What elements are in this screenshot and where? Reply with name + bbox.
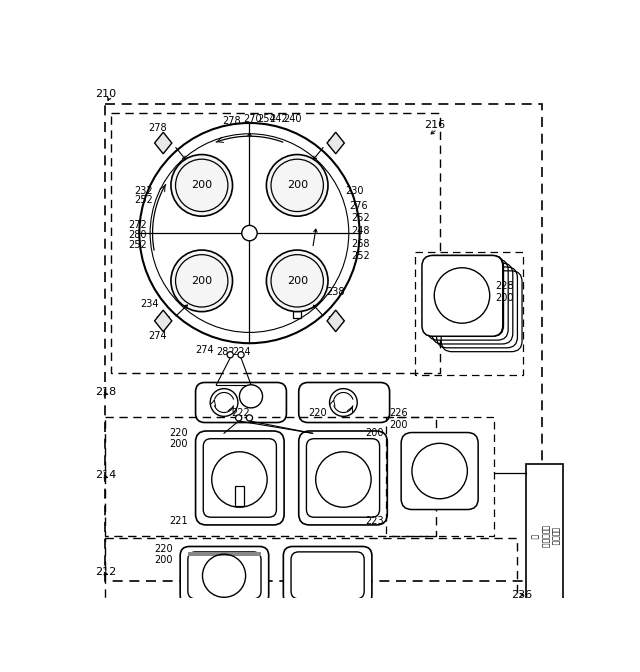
Text: 240: 240 [284, 114, 302, 124]
FancyBboxPatch shape [284, 546, 372, 604]
Polygon shape [526, 464, 563, 609]
Text: 274: 274 [148, 331, 166, 341]
Circle shape [238, 351, 244, 358]
Text: 284: 284 [156, 317, 171, 325]
Text: 224: 224 [232, 347, 251, 358]
FancyBboxPatch shape [291, 552, 364, 599]
Text: 270: 270 [243, 114, 262, 124]
Text: 200: 200 [170, 439, 188, 449]
Text: 200: 200 [365, 428, 383, 438]
Text: 200: 200 [191, 276, 212, 286]
Text: 200: 200 [287, 276, 308, 286]
FancyBboxPatch shape [188, 552, 261, 599]
Text: 228: 228 [495, 281, 514, 291]
Text: 220: 220 [308, 409, 326, 418]
Text: 268: 268 [351, 239, 370, 249]
Text: 218: 218 [95, 388, 116, 398]
Text: 272: 272 [128, 220, 147, 230]
Text: 280: 280 [128, 230, 147, 240]
Text: x: x [246, 228, 253, 238]
Text: 220: 220 [169, 428, 188, 438]
FancyBboxPatch shape [401, 433, 478, 509]
Text: 236: 236 [511, 590, 532, 600]
FancyBboxPatch shape [196, 431, 284, 525]
Text: 210: 210 [95, 89, 116, 99]
Text: 220: 220 [154, 544, 172, 554]
Text: 276: 276 [349, 201, 368, 211]
Text: 278: 278 [148, 122, 166, 132]
Text: 284: 284 [328, 138, 344, 148]
Polygon shape [327, 310, 344, 332]
FancyBboxPatch shape [204, 439, 276, 517]
Text: 282: 282 [216, 347, 235, 358]
Circle shape [246, 415, 253, 421]
FancyBboxPatch shape [180, 546, 269, 604]
Text: 200: 200 [495, 293, 513, 303]
Text: 222: 222 [232, 409, 250, 418]
FancyBboxPatch shape [196, 382, 287, 423]
Text: 290: 290 [156, 138, 171, 148]
Text: 230: 230 [345, 185, 364, 196]
Text: 238: 238 [326, 288, 345, 298]
Text: 248: 248 [351, 226, 370, 236]
Text: 200: 200 [191, 180, 212, 190]
FancyBboxPatch shape [299, 431, 387, 525]
Polygon shape [235, 487, 244, 507]
Circle shape [227, 351, 234, 358]
Circle shape [239, 385, 262, 408]
Text: 274: 274 [196, 345, 214, 355]
Polygon shape [293, 302, 301, 318]
Circle shape [242, 225, 257, 241]
Text: 254: 254 [257, 114, 276, 124]
Polygon shape [155, 132, 172, 154]
Circle shape [236, 415, 242, 421]
Text: 212: 212 [95, 567, 116, 577]
Text: 214: 214 [95, 470, 116, 480]
Text: 216: 216 [424, 120, 445, 130]
FancyBboxPatch shape [307, 439, 380, 517]
Polygon shape [188, 552, 261, 556]
Text: 252: 252 [134, 195, 153, 205]
FancyBboxPatch shape [422, 255, 503, 336]
Polygon shape [155, 310, 172, 332]
Text: システム
コントロー
ラ: システム コントロー ラ [529, 525, 559, 548]
Text: 252: 252 [128, 240, 147, 250]
Circle shape [171, 155, 232, 216]
Text: 242: 242 [269, 114, 288, 124]
Circle shape [266, 250, 328, 312]
Text: 221: 221 [169, 516, 188, 526]
Text: 223: 223 [365, 516, 383, 526]
Text: 278: 278 [223, 116, 241, 126]
Circle shape [266, 155, 328, 216]
Circle shape [171, 250, 232, 312]
FancyBboxPatch shape [299, 382, 390, 423]
Text: 252: 252 [351, 251, 370, 261]
Text: 226: 226 [390, 409, 408, 418]
Text: 252: 252 [351, 213, 370, 222]
Polygon shape [327, 132, 344, 154]
Text: 200: 200 [287, 180, 308, 190]
Text: 234: 234 [140, 299, 159, 309]
Text: 200: 200 [154, 554, 172, 564]
Text: 232: 232 [134, 185, 152, 196]
Text: 200: 200 [390, 420, 408, 430]
Text: 292: 292 [328, 317, 344, 325]
